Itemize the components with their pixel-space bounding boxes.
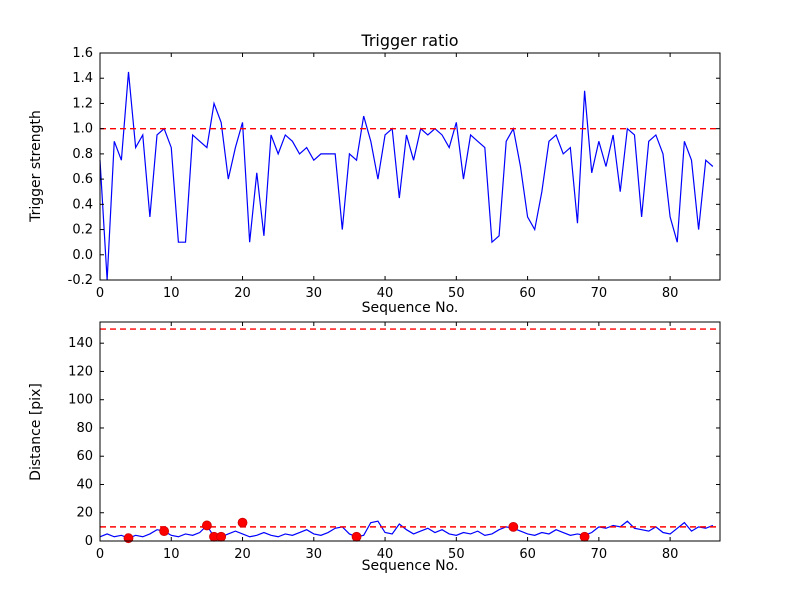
x-tick-label: 40 bbox=[377, 547, 394, 562]
y-tick-label: 60 bbox=[76, 449, 93, 464]
y-tick-label: 100 bbox=[68, 393, 93, 408]
y-tick-label: 80 bbox=[76, 421, 93, 436]
y-tick-label: 1.0 bbox=[72, 122, 93, 137]
y-tick-label: -0.2 bbox=[68, 273, 93, 288]
event-marker bbox=[579, 531, 590, 542]
x-tick-label: 20 bbox=[234, 286, 251, 301]
y-tick-label: 0.8 bbox=[72, 147, 93, 162]
x-tick-label: 70 bbox=[591, 286, 608, 301]
x-tick-label: 10 bbox=[163, 286, 180, 301]
event-marker bbox=[216, 531, 227, 542]
x-tick-label: 30 bbox=[306, 286, 323, 301]
y-axis-label-top: Trigger strength bbox=[28, 110, 44, 222]
x-tick-label: 30 bbox=[306, 547, 323, 562]
x-tick-label: 0 bbox=[96, 286, 104, 301]
axes-frame bbox=[99, 52, 721, 281]
x-tick-label: 50 bbox=[448, 286, 465, 301]
y-tick-label: 140 bbox=[68, 336, 93, 351]
event-marker bbox=[508, 521, 519, 532]
event-marker bbox=[237, 517, 248, 528]
y-tick-label: 40 bbox=[76, 477, 93, 492]
x-axis-label-top: Sequence No. bbox=[361, 300, 459, 316]
x-tick-label: 10 bbox=[163, 547, 180, 562]
series-line bbox=[99, 71, 714, 281]
x-axis-label-bottom: Sequence No. bbox=[361, 558, 459, 574]
event-marker bbox=[351, 531, 362, 542]
y-tick-label: 1.6 bbox=[72, 46, 93, 61]
event-marker bbox=[159, 526, 170, 537]
axes-frame bbox=[99, 321, 721, 542]
event-marker bbox=[123, 533, 134, 544]
y-tick-label: 20 bbox=[76, 506, 93, 521]
y-tick-label: 1.4 bbox=[72, 71, 93, 86]
x-tick-label: 80 bbox=[662, 286, 679, 301]
event-marker bbox=[201, 520, 212, 531]
y-tick-label: 120 bbox=[68, 364, 93, 379]
x-tick-label: 0 bbox=[96, 547, 104, 562]
y-tick-label: 0.4 bbox=[72, 197, 93, 212]
y-tick-label: 0.2 bbox=[72, 223, 93, 238]
y-tick-label: 0.6 bbox=[72, 172, 93, 187]
x-tick-label: 40 bbox=[377, 286, 394, 301]
y-tick-label: 0.0 bbox=[72, 248, 93, 263]
x-tick-label: 70 bbox=[591, 547, 608, 562]
chart-1: 0 10 20 30 40 50 60 70 80 0 20 40 60 80 100 120 140 bbox=[68, 321, 721, 562]
y-axis-label-bottom: Distance [pix] bbox=[28, 383, 44, 481]
x-tick-label: 50 bbox=[448, 547, 465, 562]
series-line bbox=[99, 520, 714, 539]
y-tick-label: 0 bbox=[85, 534, 93, 549]
x-tick-label: 60 bbox=[519, 286, 536, 301]
chart-0: 0 10 20 30 40 50 60 70 80 -0.2 0.0 0.2 0.4 0.6 0.8 1.0 1… bbox=[68, 46, 721, 301]
x-tick-label: 20 bbox=[234, 547, 251, 562]
chart-title: Trigger ratio bbox=[361, 31, 459, 50]
x-tick-label: 60 bbox=[519, 547, 536, 562]
y-tick-label: 1.2 bbox=[72, 96, 93, 111]
x-tick-label: 80 bbox=[662, 547, 679, 562]
